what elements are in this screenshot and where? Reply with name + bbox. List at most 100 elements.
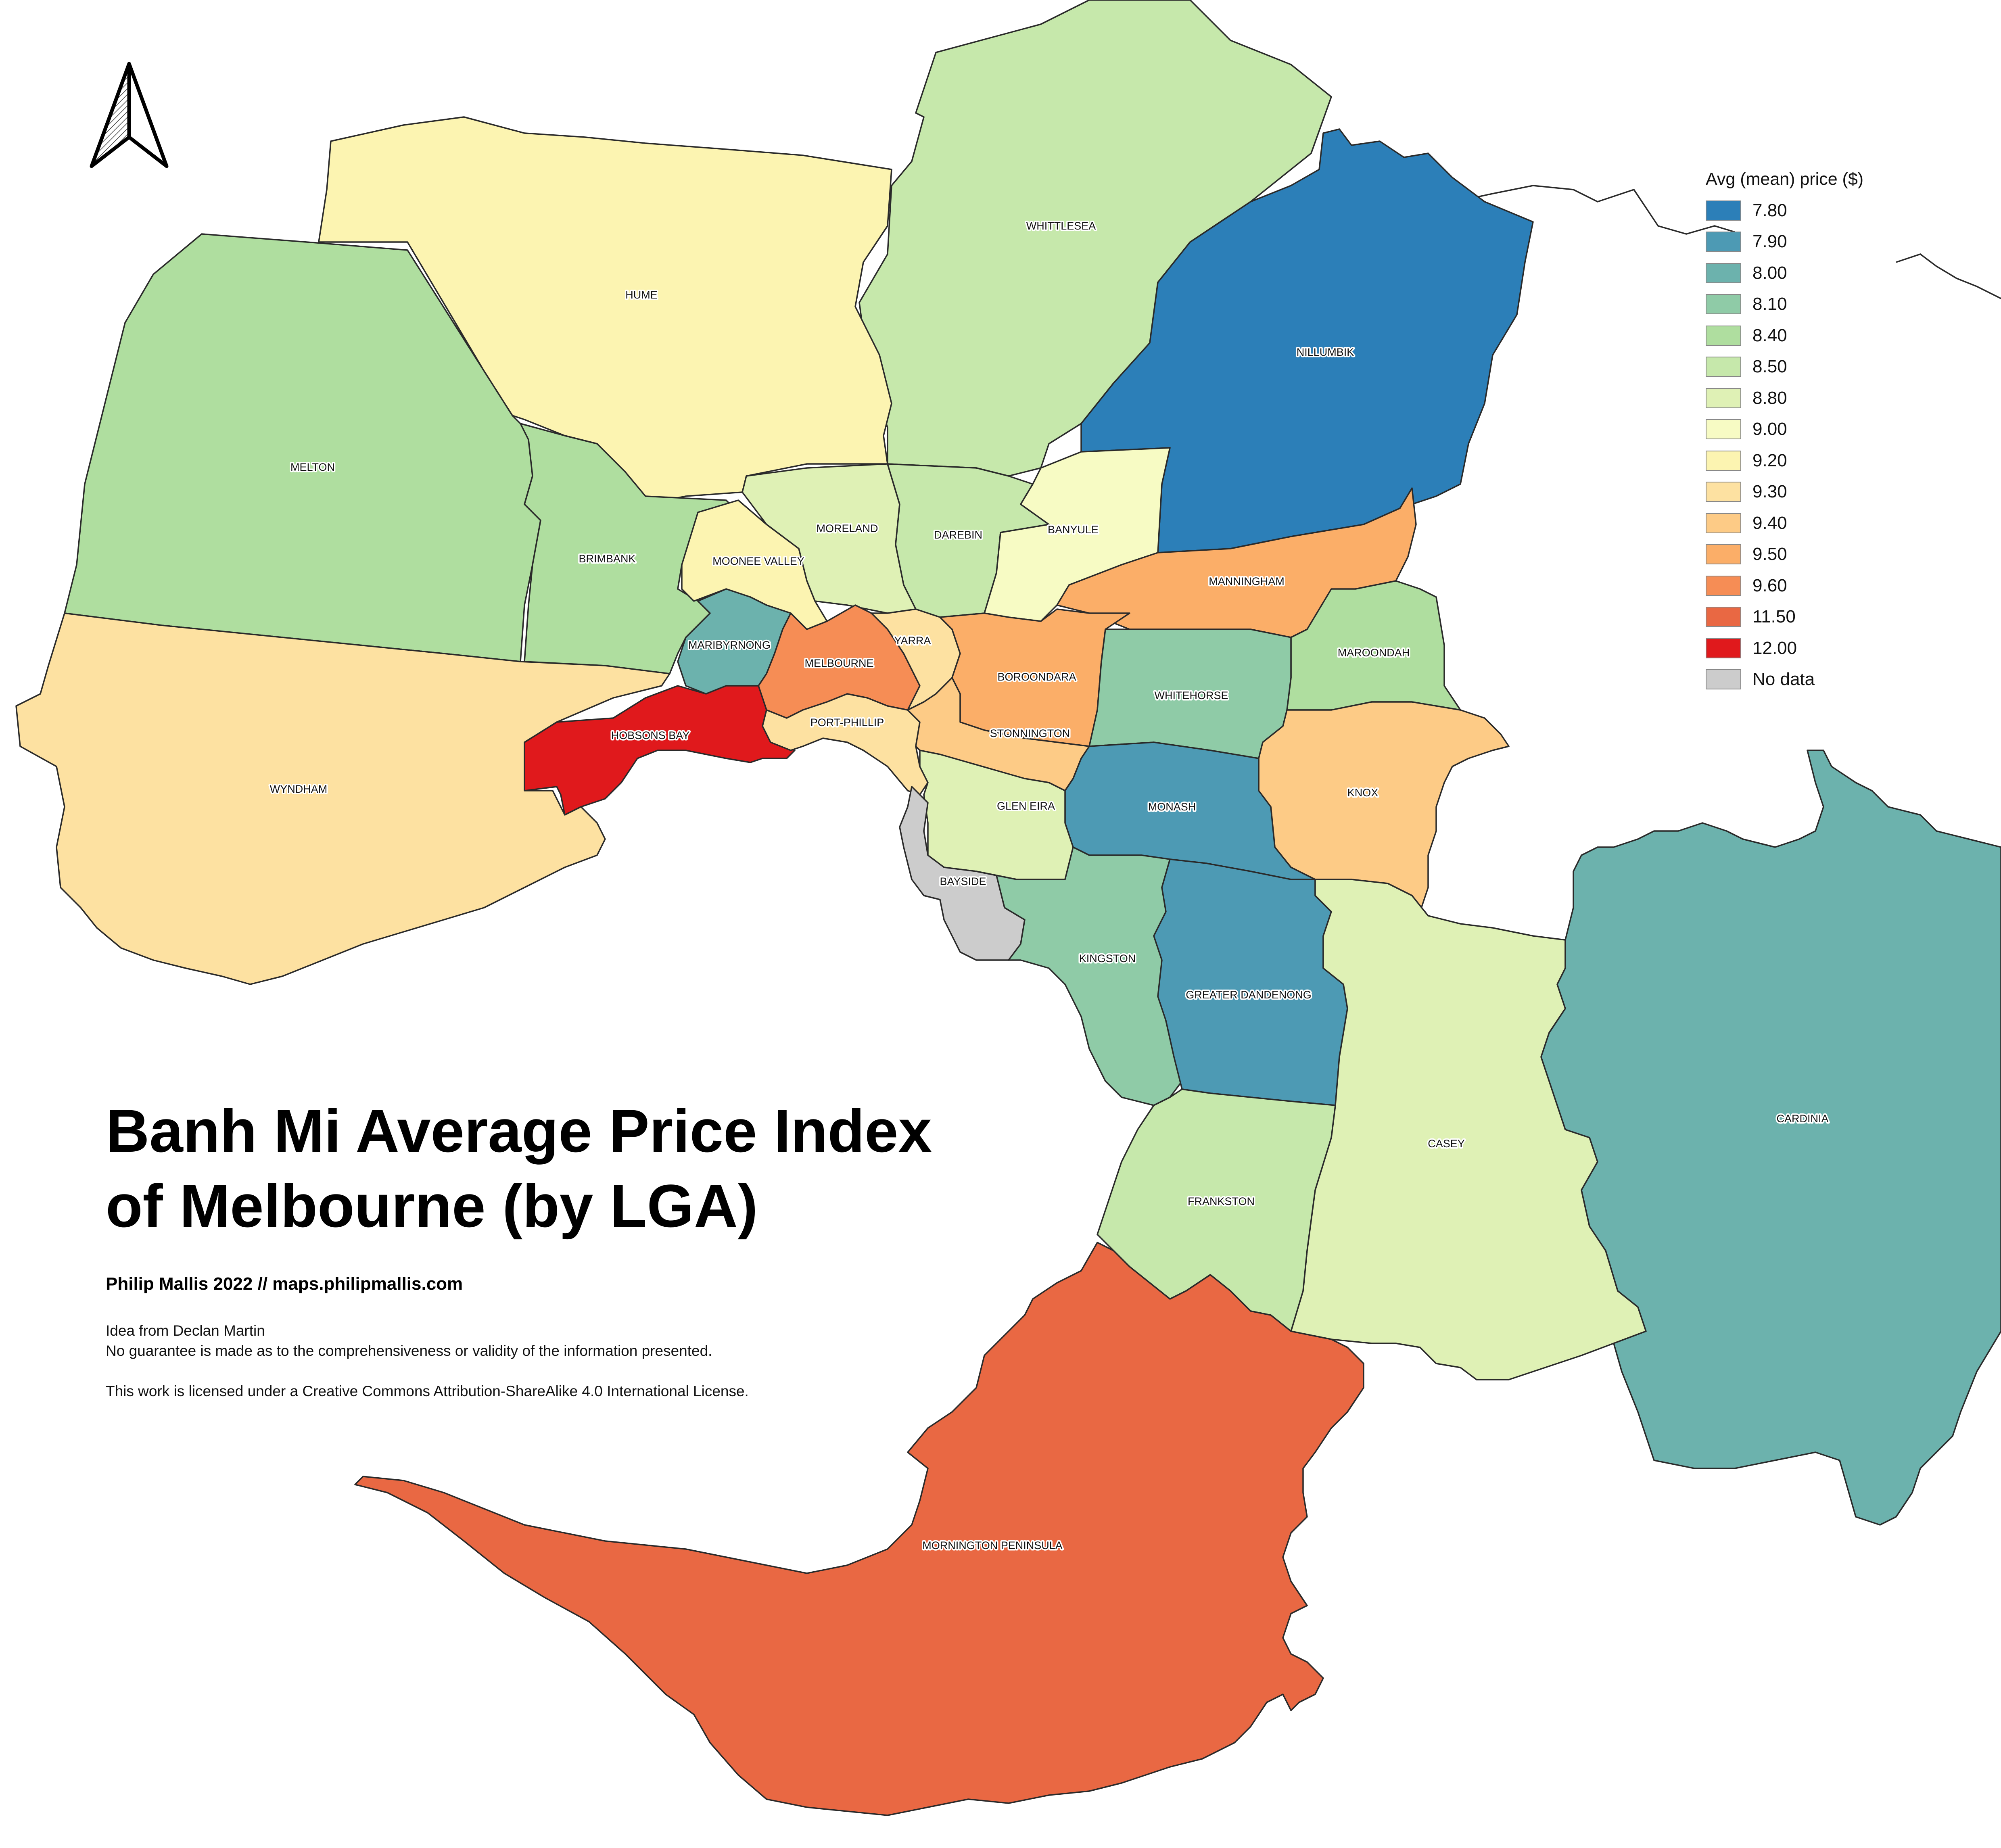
legend-swatch bbox=[1706, 263, 1741, 283]
lga-label: NILLUMBIK bbox=[1297, 346, 1354, 358]
legend-swatch bbox=[1706, 294, 1741, 315]
legend-swatch bbox=[1706, 607, 1741, 627]
legend-entry: 9.00 bbox=[1706, 414, 1863, 445]
lga-cardinia[interactable] bbox=[1540, 750, 2001, 1526]
lga-label: MANNINGHAM bbox=[1209, 575, 1285, 587]
lga-label: MAROONDAH bbox=[1338, 647, 1410, 659]
legend-label: 9.40 bbox=[1752, 513, 1787, 533]
legend-label: 8.00 bbox=[1752, 263, 1787, 283]
lga-hobsons-bay[interactable] bbox=[524, 685, 796, 816]
legend-swatch bbox=[1706, 357, 1741, 377]
lga-label: WHITEHORSE bbox=[1154, 689, 1228, 702]
lga-label: FRANKSTON bbox=[1188, 1195, 1255, 1207]
legend-swatch bbox=[1706, 232, 1741, 252]
title-line-2: of Melbourne (by LGA) bbox=[106, 1172, 758, 1240]
lga-label: KINGSTON bbox=[1079, 952, 1136, 965]
lga-label: MOONEE VALLEY bbox=[712, 555, 804, 567]
legend-entry: 12.00 bbox=[1706, 633, 1863, 664]
legend-entry: No data bbox=[1706, 664, 1863, 695]
map-title: Banh Mi Average Price Index of Melbourne… bbox=[106, 1093, 932, 1243]
legend-swatch bbox=[1706, 638, 1741, 658]
lga-label: MELTON bbox=[290, 461, 335, 473]
lga-bayside[interactable] bbox=[899, 786, 1026, 961]
legend-label: 9.30 bbox=[1752, 482, 1787, 502]
lga-label: CARDINIA bbox=[1776, 1113, 1828, 1125]
legend-label: 7.80 bbox=[1752, 200, 1787, 220]
lga-label: WHITTLESEA bbox=[1026, 220, 1096, 232]
lga-wyndham[interactable] bbox=[15, 612, 670, 985]
legend-title: Avg (mean) price ($) bbox=[1706, 169, 1864, 189]
legend-label: 11.50 bbox=[1752, 607, 1796, 627]
lga-label: PORT-PHILLIP bbox=[810, 716, 884, 729]
legend-label: 12.00 bbox=[1752, 638, 1797, 658]
north-arrow-icon bbox=[90, 62, 169, 168]
legend-swatch bbox=[1706, 200, 1741, 221]
legend-label: 9.50 bbox=[1752, 544, 1787, 564]
lga-label: BOROONDARA bbox=[997, 671, 1076, 683]
lga-label: YARRA bbox=[894, 635, 931, 647]
legend-label: No data bbox=[1752, 669, 1815, 689]
lga-label: HOBSONS BAY bbox=[611, 729, 690, 741]
lga-label: GLEN EIRA bbox=[997, 800, 1055, 812]
legend: Avg (mean) price ($) 7.80 7.90 8.00 8.10 8.4… bbox=[1706, 169, 1863, 695]
legend-swatch bbox=[1706, 482, 1741, 502]
outer-boundary-line bbox=[1896, 253, 2001, 299]
legend-entry: 8.50 bbox=[1706, 351, 1863, 383]
legend-label: 9.60 bbox=[1752, 575, 1787, 595]
lga-label: MORNINGTON PENINSULA bbox=[922, 1539, 1063, 1551]
legend-swatch bbox=[1706, 419, 1741, 440]
notes-block: Idea from Declan Martin No guarantee is … bbox=[106, 1321, 792, 1401]
legend-swatch bbox=[1706, 544, 1741, 565]
legend-entry: 9.30 bbox=[1706, 476, 1863, 508]
legend-swatch bbox=[1706, 513, 1741, 533]
title-line-1: Banh Mi Average Price Index bbox=[106, 1097, 932, 1165]
legend-swatch bbox=[1706, 575, 1741, 596]
legend-entry: 9.40 bbox=[1706, 507, 1863, 539]
lga-label: BANYULE bbox=[1048, 524, 1099, 536]
lga-label: WYNDHAM bbox=[270, 783, 328, 795]
legend-label: 8.40 bbox=[1752, 325, 1787, 345]
legend-label: 7.90 bbox=[1752, 232, 1787, 252]
lga-label: KNOX bbox=[1347, 787, 1379, 799]
note-disclaimer: No guarantee is made as to the comprehen… bbox=[106, 1343, 712, 1359]
legend-entry: 7.90 bbox=[1706, 226, 1863, 258]
legend-entry: 8.00 bbox=[1706, 257, 1863, 289]
legend-label: 8.10 bbox=[1752, 294, 1787, 314]
legend-label: 8.50 bbox=[1752, 357, 1787, 377]
lga-label: MARIBYRNONG bbox=[688, 639, 771, 651]
legend-entry: 9.60 bbox=[1706, 570, 1863, 601]
legend-entry: 8.10 bbox=[1706, 289, 1863, 320]
legend-entry: 7.80 bbox=[1706, 195, 1863, 226]
note-idea: Idea from Declan Martin bbox=[106, 1322, 265, 1339]
lga-label: MONASH bbox=[1148, 801, 1196, 813]
legend-swatch bbox=[1706, 325, 1741, 346]
legend-entries: 7.80 7.90 8.00 8.10 8.40 8.50 8.80 9.00 9.20 9.30… bbox=[1706, 195, 1863, 695]
lga-label: BAYSIDE bbox=[940, 875, 986, 887]
lga-label: CASEY bbox=[1428, 1138, 1465, 1150]
legend-entry: 8.40 bbox=[1706, 320, 1863, 351]
byline: Philip Mallis 2022 // maps.philipmallis.… bbox=[106, 1274, 463, 1294]
lga-label: HUME bbox=[625, 289, 658, 301]
lga-label: STONNINGTON bbox=[990, 727, 1070, 739]
lga-label: DAREBIN bbox=[934, 529, 982, 541]
lga-label: GREATER DANDENONG bbox=[1186, 989, 1312, 1001]
lga-kingston[interactable] bbox=[975, 846, 1183, 1106]
legend-label: 9.20 bbox=[1752, 450, 1787, 470]
legend-entry: 11.50 bbox=[1706, 601, 1863, 633]
legend-swatch bbox=[1706, 388, 1741, 408]
lga-whittlesea[interactable] bbox=[858, 0, 1332, 477]
legend-entry: 9.50 bbox=[1706, 539, 1863, 570]
legend-label: 8.80 bbox=[1752, 388, 1787, 408]
outer-boundary-line bbox=[1436, 185, 1735, 235]
lga-label: BRIMBANK bbox=[579, 553, 635, 565]
lga-label: MORELAND bbox=[816, 522, 878, 535]
legend-swatch bbox=[1706, 669, 1741, 690]
lga-mornington-peninsula[interactable] bbox=[354, 1242, 1364, 1816]
lga-label: MELBOURNE bbox=[804, 657, 873, 669]
legend-entry: 8.80 bbox=[1706, 382, 1863, 414]
legend-entry: 9.20 bbox=[1706, 445, 1863, 476]
note-license: This work is licensed under a Creative C… bbox=[106, 1383, 749, 1399]
legend-label: 9.00 bbox=[1752, 419, 1787, 439]
legend-swatch bbox=[1706, 450, 1741, 471]
